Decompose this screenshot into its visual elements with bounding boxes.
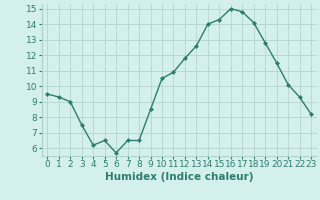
- X-axis label: Humidex (Indice chaleur): Humidex (Indice chaleur): [105, 172, 253, 182]
